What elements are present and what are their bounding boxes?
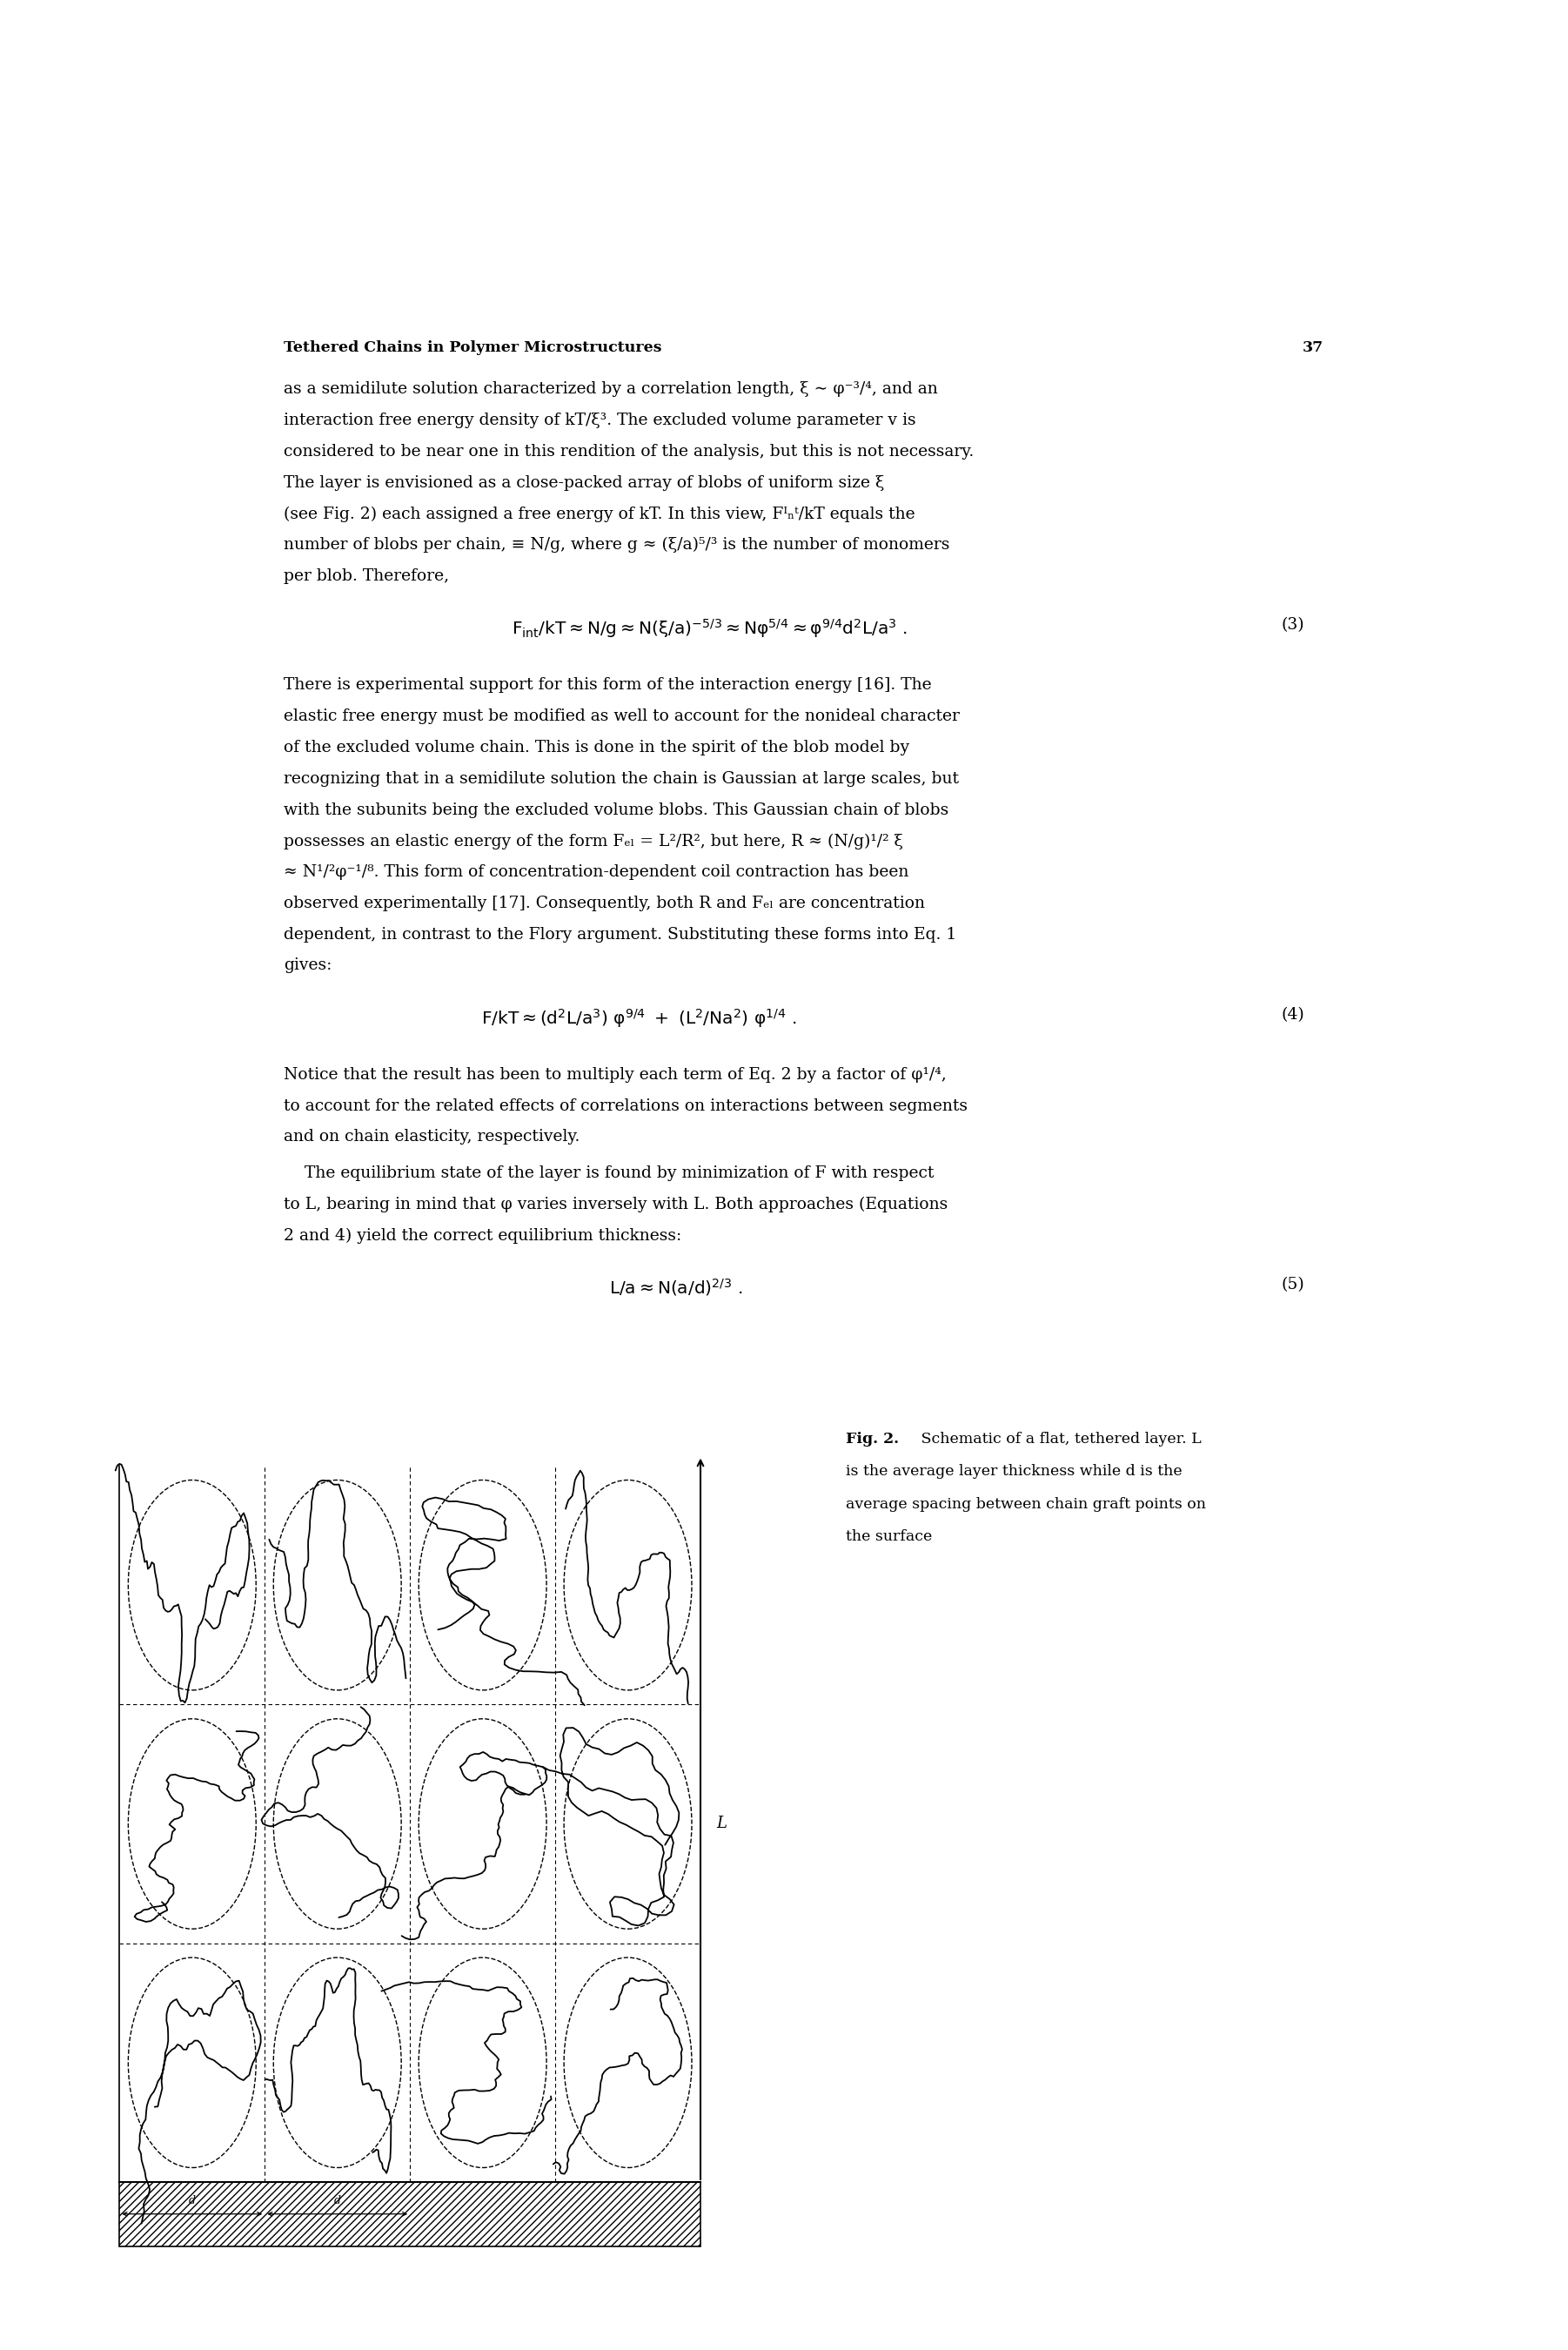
Text: gives:: gives: (284, 959, 332, 973)
Text: Schematic of a flat, tethered layer. L: Schematic of a flat, tethered layer. L (917, 1431, 1201, 1445)
Text: (4): (4) (1281, 1006, 1305, 1022)
Text: per blob. Therefore,: per blob. Therefore, (284, 569, 448, 583)
Ellipse shape (273, 1958, 401, 2167)
Text: 37: 37 (1303, 341, 1323, 355)
Text: of the excluded volume chain. This is done in the spirit of the blob model by: of the excluded volume chain. This is do… (284, 740, 909, 754)
Ellipse shape (564, 1480, 691, 1690)
Text: considered to be near one in this rendition of the analysis, but this is not nec: considered to be near one in this rendit… (284, 444, 974, 461)
Text: elastic free energy must be modified as well to account for the nonideal charact: elastic free energy must be modified as … (284, 710, 960, 724)
Text: The equilibrium state of the layer is found by minimization of F with respect: The equilibrium state of the layer is fo… (284, 1166, 935, 1182)
Text: recognizing that in a semidilute solution the chain is Gaussian at large scales,: recognizing that in a semidilute solutio… (284, 771, 958, 787)
Text: $\mathrm{F_{int}/kT \approx N/g \approx N(\xi/a)^{-5/3} \approx N\varphi^{5/4} \: $\mathrm{F_{int}/kT \approx N/g \approx … (513, 618, 908, 639)
Ellipse shape (273, 1480, 401, 1690)
Text: number of blobs per chain, ≡ N/g, where g ≈ (ξ/a)⁵/³ is the number of monomers: number of blobs per chain, ≡ N/g, where … (284, 538, 950, 552)
Text: with the subunits being the excluded volume blobs. This Gaussian chain of blobs: with the subunits being the excluded vol… (284, 801, 949, 818)
Text: Notice that the result has been to multiply each term of Eq. 2 by a factor of φ¹: Notice that the result has been to multi… (284, 1067, 947, 1083)
Text: Tethered Chains in Polymer Microstructures: Tethered Chains in Polymer Microstructur… (284, 341, 662, 355)
Text: Fig. 2.: Fig. 2. (847, 1431, 900, 1445)
Text: to L, bearing in mind that φ varies inversely with L. Both approaches (Equations: to L, bearing in mind that φ varies inve… (284, 1196, 947, 1213)
Text: 2 and 4) yield the correct equilibrium thickness:: 2 and 4) yield the correct equilibrium t… (284, 1229, 682, 1243)
Ellipse shape (564, 1958, 691, 2167)
Text: d: d (334, 2195, 340, 2207)
Ellipse shape (419, 1718, 547, 1929)
Text: average spacing between chain graft points on: average spacing between chain graft poin… (847, 1497, 1206, 1511)
Ellipse shape (129, 1718, 256, 1929)
Bar (119, 2181, 701, 2247)
Text: the surface: the surface (847, 1530, 933, 1544)
Text: and on chain elasticity, respectively.: and on chain elasticity, respectively. (284, 1130, 580, 1144)
Text: L: L (717, 1817, 728, 1831)
Text: $\mathrm{L/a \approx N(a/d)^{2/3}}\ .$: $\mathrm{L/a \approx N(a/d)^{2/3}}\ .$ (608, 1276, 743, 1297)
Ellipse shape (419, 1958, 547, 2167)
Text: interaction free energy density of kT/ξ³. The excluded volume parameter v is: interaction free energy density of kT/ξ³… (284, 414, 916, 428)
Ellipse shape (129, 1958, 256, 2167)
Text: (see Fig. 2) each assigned a free energy of kT. In this view, Fᴵₙᵗ/kT equals the: (see Fig. 2) each assigned a free energy… (284, 505, 914, 522)
Text: possesses an elastic energy of the form Fₑₗ = L²/R², but here, R ≈ (N/g)¹/² ξ: possesses an elastic energy of the form … (284, 834, 903, 848)
Ellipse shape (273, 1718, 401, 1929)
Text: $\mathrm{F/kT \approx (d^{2}L/a^{3})\ \varphi^{9/4}\ +\ (L^{2}/Na^{2})\ \varphi^: $\mathrm{F/kT \approx (d^{2}L/a^{3})\ \v… (481, 1006, 797, 1029)
Text: (3): (3) (1281, 618, 1305, 632)
Text: dependent, in contrast to the Flory argument. Substituting these forms into Eq. : dependent, in contrast to the Flory argu… (284, 926, 956, 942)
Text: as a semidilute solution characterized by a correlation length, ξ ∼ φ⁻³/⁴, and a: as a semidilute solution characterized b… (284, 381, 938, 397)
Ellipse shape (419, 1480, 547, 1690)
Text: observed experimentally [17]. Consequently, both R and Fₑₗ are concentration: observed experimentally [17]. Consequent… (284, 895, 925, 912)
Ellipse shape (564, 1718, 691, 1929)
Text: to account for the related effects of correlations on interactions between segme: to account for the related effects of co… (284, 1097, 967, 1114)
Text: d: d (188, 2195, 196, 2207)
Ellipse shape (129, 1480, 256, 1690)
Text: There is experimental support for this form of the interaction energy [16]. The: There is experimental support for this f… (284, 677, 931, 693)
Text: ≈ N¹/²φ⁻¹/⁸. This form of concentration-dependent coil contraction has been: ≈ N¹/²φ⁻¹/⁸. This form of concentration-… (284, 865, 908, 879)
Text: The layer is envisioned as a close-packed array of blobs of uniform size ξ: The layer is envisioned as a close-packe… (284, 475, 884, 491)
Text: is the average layer thickness while d is the: is the average layer thickness while d i… (847, 1464, 1182, 1478)
Text: (5): (5) (1281, 1276, 1305, 1293)
